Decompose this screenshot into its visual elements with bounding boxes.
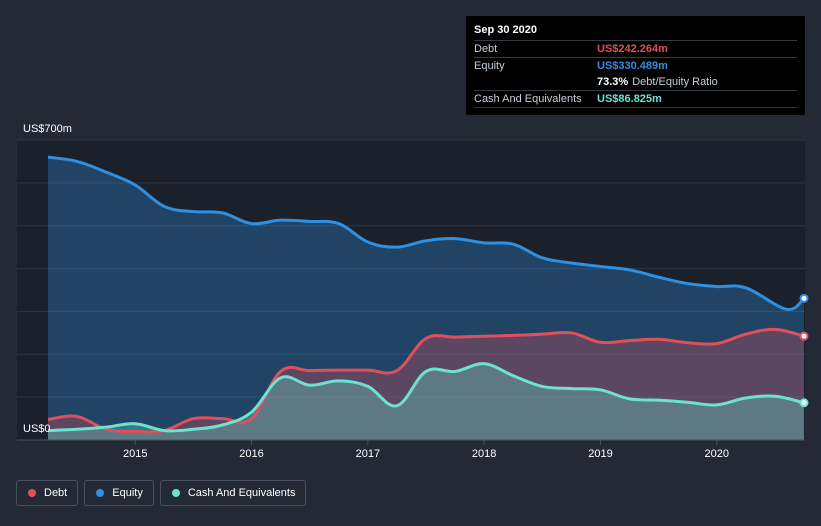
tooltip-debt-label: Debt	[474, 43, 498, 55]
debt-end-marker[interactable]	[799, 331, 809, 341]
tooltip-date: Sep 30 2020	[474, 24, 537, 36]
tooltip-ratio-number: 73.3%	[597, 76, 629, 88]
cash-line	[47, 362, 805, 433]
equity-end-marker[interactable]	[799, 293, 809, 303]
debt-line	[47, 327, 805, 434]
series-lines	[47, 155, 806, 434]
equity-area	[48, 157, 804, 440]
tooltip-cash-label: Cash And Equivalents	[474, 93, 582, 105]
y-axis-max-label: US$700m	[23, 123, 72, 135]
legend-cash-label: Cash And Equivalents	[187, 487, 296, 499]
x-tick-label-2020: 2020	[705, 448, 729, 460]
chart-legend: Debt Equity Cash And Equivalents	[16, 480, 307, 506]
tooltip-row-equity: Equity US$330.489m	[474, 57, 797, 74]
legend-cash-dot	[171, 489, 180, 497]
tooltip-row-ratio: 73.3% Debt/Equity Ratio	[474, 74, 797, 90]
legend-debt-label: Debt	[44, 487, 68, 499]
tooltip-debt-value: US$242.264m	[597, 43, 668, 55]
legend-equity-label: Equity	[112, 487, 143, 499]
x-tick-label-2019: 2019	[588, 448, 612, 460]
y-axis-min-label: US$0	[23, 423, 51, 435]
tooltip-ratio-value: 73.3% Debt/Equity Ratio	[597, 74, 718, 90]
equity-line	[47, 155, 806, 311]
legend-cash[interactable]: Cash And Equivalents	[159, 480, 307, 506]
x-tick-label-2018: 2018	[472, 448, 496, 460]
cash-end-marker[interactable]	[799, 398, 809, 408]
legend-debt[interactable]: Debt	[16, 480, 79, 506]
legend-equity-dot	[96, 489, 105, 497]
tooltip-cash-value: US$86.825m	[597, 93, 662, 105]
legend-debt-dot	[28, 489, 36, 497]
data-tooltip: Sep 30 2020 Debt US$242.264m Equity US$3…	[466, 16, 805, 115]
tooltip-row-debt: Debt US$242.264m	[474, 40, 797, 57]
legend-equity[interactable]: Equity	[84, 480, 154, 506]
tooltip-ratio-label: Debt/Equity Ratio	[632, 76, 718, 88]
x-axis-ticks: 2015 2016 2017 2018 2019 2020	[123, 440, 729, 460]
series-end-markers	[799, 293, 809, 408]
tooltip-equity-label: Equity	[474, 60, 505, 72]
x-tick-label-2017: 2017	[356, 448, 380, 460]
tooltip-row-cash: Cash And Equivalents US$86.825m	[474, 90, 797, 108]
tooltip-equity-value: US$330.489m	[597, 60, 668, 72]
debt-area	[48, 329, 804, 440]
x-tick-label-2016: 2016	[239, 448, 263, 460]
x-tick-label-2015: 2015	[123, 448, 147, 460]
tooltip-ratio-spacer	[474, 74, 597, 90]
